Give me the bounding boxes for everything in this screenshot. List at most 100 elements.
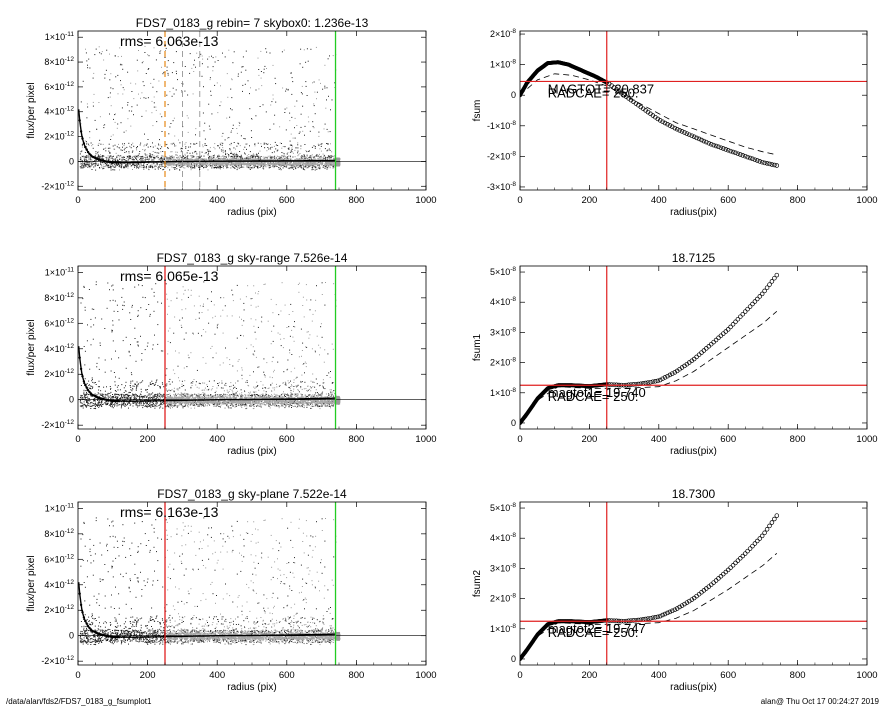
panel-title: FDS7_0183_g rebin= 7 skybox0: 1.236e-13 [136, 16, 369, 30]
x-axis-label: radius(pix) [670, 207, 717, 218]
scatter-point [100, 53, 102, 55]
scatter-point [321, 143, 323, 145]
scatter-point [116, 403, 118, 405]
scatter-point [97, 405, 98, 407]
scatter-point [306, 405, 308, 407]
scatter-point [240, 167, 242, 168]
scatter-point [190, 166, 192, 168]
scatter-point [136, 104, 138, 106]
scatter-point [255, 386, 257, 388]
scatter-point [181, 158, 184, 160]
scatter-point [89, 161, 91, 163]
scatter-point [87, 64, 88, 66]
scatter-point [128, 157, 130, 159]
scatter-point [291, 394, 293, 396]
scatter-point [271, 382, 273, 384]
scatter-point [95, 162, 97, 164]
scatter-point [324, 87, 326, 89]
scatter-point [184, 157, 186, 159]
scatter-point [154, 407, 156, 409]
curve-marker [682, 130, 687, 135]
scatter-point [332, 167, 334, 168]
scatter-point [225, 153, 227, 155]
scatter-point [169, 165, 171, 167]
scatter-point [299, 406, 301, 408]
scatter-point [303, 169, 305, 170]
scatter-point [157, 157, 159, 159]
scatter-point [202, 164, 204, 166]
scatter-point [305, 167, 307, 169]
scatter-point [143, 396, 145, 398]
scatter-point [211, 167, 213, 169]
scatter-point [156, 152, 158, 154]
scatter-point [160, 151, 162, 153]
scatter-point [205, 162, 207, 164]
scatter-point [159, 113, 161, 115]
scatter-point [236, 165, 238, 167]
curve-marker [694, 135, 699, 141]
scatter-point [300, 157, 302, 159]
scatter-point [307, 161, 309, 163]
scatter-point [277, 162, 279, 164]
scatter-point [175, 70, 177, 72]
scatter-point [261, 158, 263, 161]
scatter-point [316, 168, 318, 170]
x-tick-label: 1000 [856, 195, 877, 206]
scatter-point [329, 164, 331, 166]
scatter-point [257, 385, 259, 386]
scatter-point [234, 165, 236, 167]
scatter-point [263, 142, 265, 144]
scatter-point [293, 163, 296, 165]
scatter-point [97, 160, 99, 162]
scatter-point [310, 157, 312, 158]
scatter-point [191, 403, 193, 405]
scatter-point [144, 45, 146, 47]
scatter-point [212, 165, 213, 167]
scatter-point [213, 155, 215, 157]
scatter-point [241, 156, 243, 158]
scatter-point [208, 155, 210, 157]
scatter-point [251, 119, 253, 120]
scatter-point [208, 153, 209, 155]
scatter-point [195, 151, 197, 153]
scatter-point [320, 143, 322, 145]
scatter-point [211, 156, 213, 158]
scatter-point [292, 163, 294, 165]
scatter-point [194, 159, 196, 161]
scatter-point [252, 153, 254, 155]
scatter-point [224, 139, 226, 141]
scatter-point [232, 162, 234, 164]
scatter-point [159, 158, 161, 160]
scatter-point [151, 166, 153, 168]
scatter-point [297, 144, 299, 146]
scatter-point [272, 164, 274, 166]
scatter-point [313, 165, 315, 167]
scatter-point [127, 102, 129, 103]
scatter-point [118, 164, 120, 165]
scatter-point [86, 155, 88, 157]
scatter-point [190, 165, 192, 167]
scatter-point [210, 156, 212, 158]
curve-marker [704, 139, 709, 145]
scatter-point [159, 51, 161, 53]
scatter-point [314, 162, 316, 165]
scatter-point [92, 101, 94, 103]
scatter-point [198, 166, 200, 168]
scatter-point [291, 329, 293, 331]
scatter-point [101, 51, 103, 53]
scatter-point [198, 165, 200, 167]
scatter-point [203, 155, 205, 157]
scatter-point [121, 55, 122, 57]
scatter-point [269, 128, 271, 130]
scatter-point [304, 156, 306, 157]
scatter-point [261, 396, 263, 398]
scatter-points [79, 45, 341, 171]
scatter-point [114, 159, 116, 161]
scatter-point [101, 166, 103, 168]
scatter-point [215, 158, 217, 161]
scatter-point [303, 157, 305, 159]
scatter-point [90, 344, 92, 346]
scatter-point [299, 166, 301, 168]
scatter-point [289, 161, 291, 163]
scatter-point [113, 166, 115, 168]
